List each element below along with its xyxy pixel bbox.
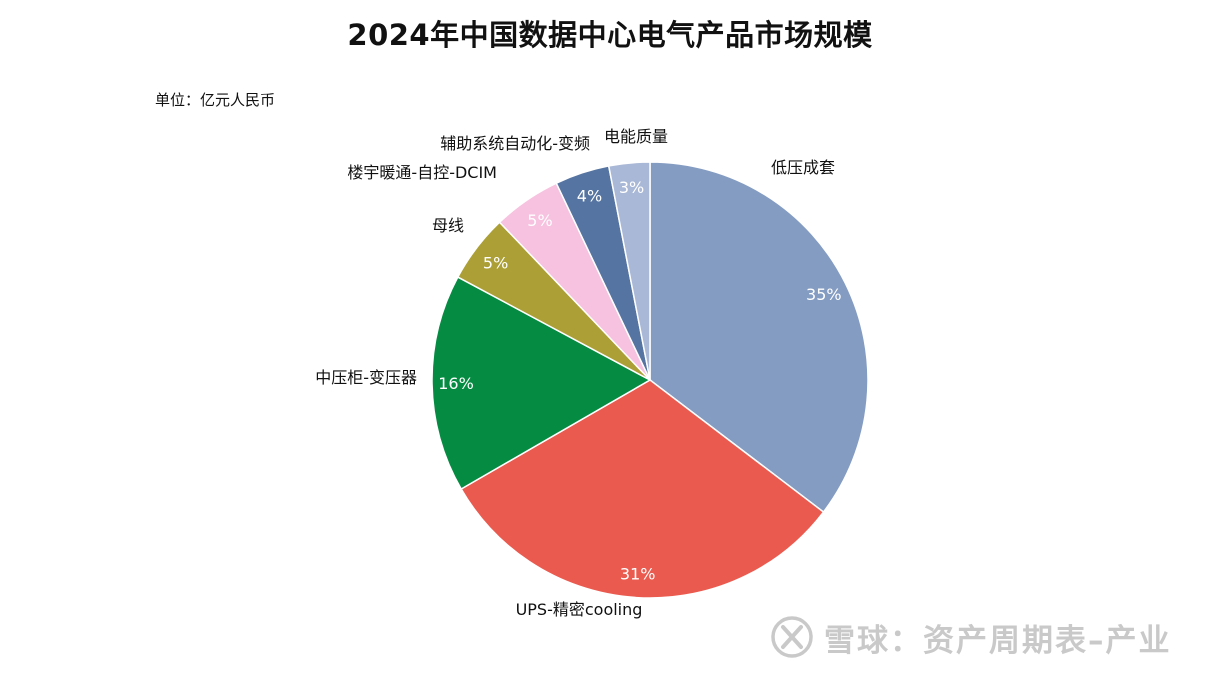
slice-name-label: 母线 — [432, 216, 464, 235]
slice-percent-label: 5% — [483, 254, 508, 273]
watermark: 雪球：资产周期表–产业 — [770, 614, 1172, 660]
unit-label: 单位：亿元人民币 — [155, 91, 276, 109]
pie-slice — [607, 161, 651, 381]
slice-name-label: 楼宇暖通-自控-DCIM — [347, 163, 497, 182]
watermark-text: 雪球：资产周期表–产业 — [824, 622, 1172, 659]
pie-slice — [460, 379, 825, 599]
slice-percent-label: 16% — [438, 374, 474, 393]
slice-percent-label: 5% — [527, 211, 552, 230]
slice-percent-label: 35% — [806, 285, 842, 304]
slice-percent-label: 31% — [620, 565, 656, 584]
slice-name-label: UPS-精密cooling — [516, 600, 643, 619]
slice-percent-label: 4% — [577, 187, 602, 206]
chart-title: 2024年中国数据中心电气产品市场规模 — [347, 18, 873, 52]
slice-name-label: 电能质量 — [604, 127, 668, 146]
pie-slice — [649, 161, 869, 514]
snowball-logo-icon — [771, 616, 813, 658]
slice-name-label: 辅助系统自动化-变频 — [440, 134, 590, 153]
pie-slice — [431, 276, 652, 491]
slice-percent-label: 3% — [619, 178, 644, 197]
slice-name-label: 中压柜-变压器 — [315, 368, 417, 387]
slice-name-label: 低压成套 — [771, 158, 835, 177]
